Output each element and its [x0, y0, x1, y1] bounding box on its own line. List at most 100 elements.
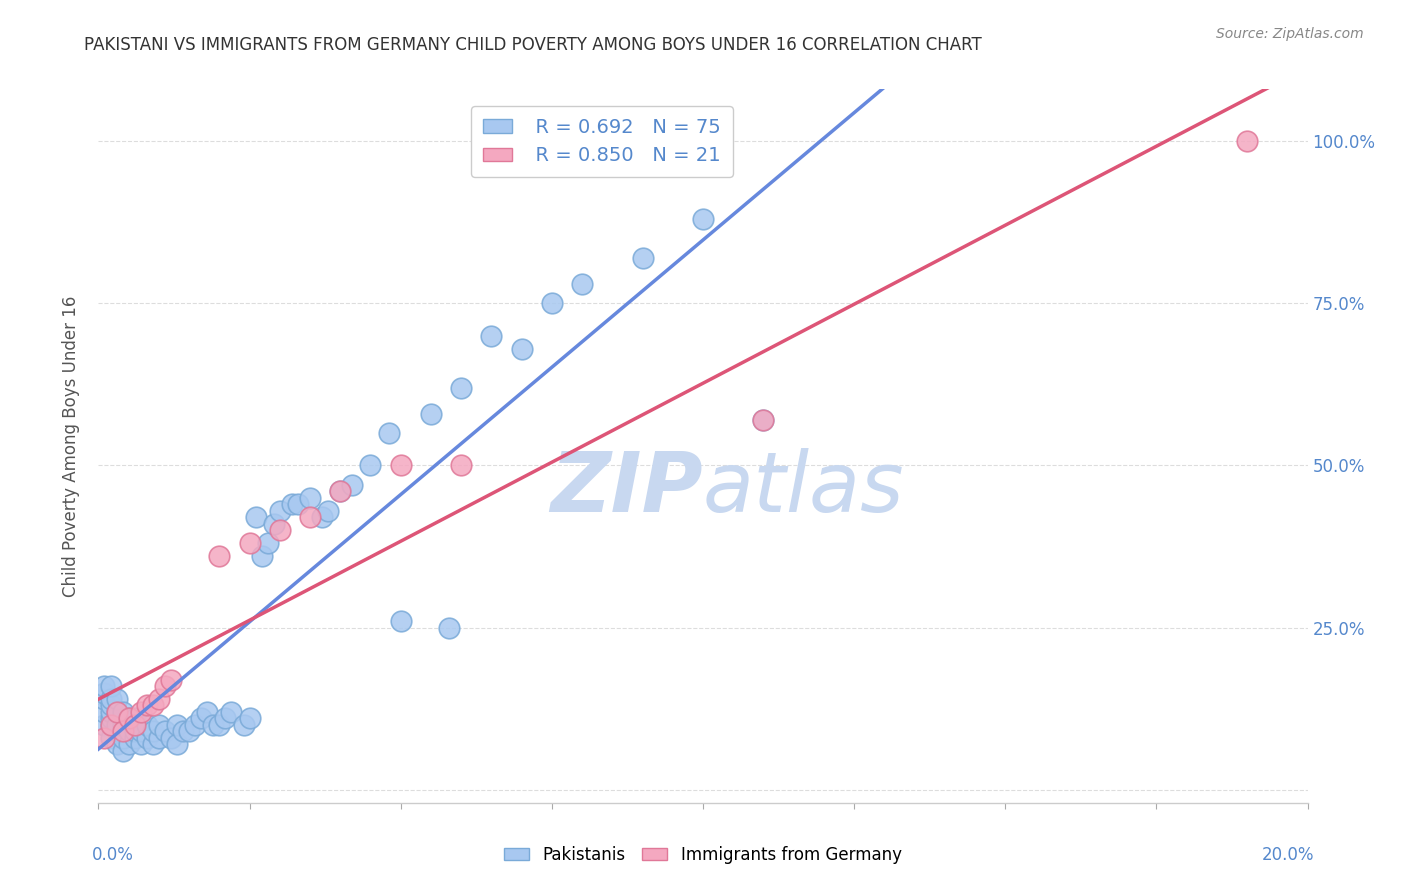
Point [245, 510, 267, 524]
Point [118, 724, 141, 739]
Point [124, 724, 146, 739]
Point [389, 458, 412, 473]
Point [148, 718, 170, 732]
Point [184, 718, 207, 732]
Point [142, 724, 165, 739]
Point [100, 718, 122, 732]
Point [135, 698, 157, 713]
Point [752, 413, 775, 427]
Point [571, 277, 593, 291]
Point [631, 251, 654, 265]
Point [148, 692, 170, 706]
Point [179, 724, 201, 739]
Point [172, 724, 194, 739]
Text: Source: ZipAtlas.com: Source: ZipAtlas.com [1216, 27, 1364, 41]
Point [287, 497, 309, 511]
Point [148, 731, 170, 745]
Point [129, 724, 152, 739]
Point [510, 342, 533, 356]
Point [93, 685, 115, 699]
Point [250, 549, 273, 564]
Legend:   R = 0.692   N = 75,   R = 0.850   N = 21: R = 0.692 N = 75, R = 0.850 N = 21 [471, 106, 733, 178]
Point [105, 705, 128, 719]
Point [105, 724, 128, 739]
Point [208, 718, 231, 732]
Point [129, 738, 152, 752]
Point [256, 536, 278, 550]
Text: ZIP: ZIP [550, 449, 703, 529]
Point [93, 692, 115, 706]
Point [129, 705, 152, 719]
Text: 0.0%: 0.0% [91, 846, 134, 863]
Point [1236, 134, 1258, 148]
Point [214, 711, 236, 725]
Point [311, 510, 333, 524]
Point [135, 731, 157, 745]
Text: 20.0%: 20.0% [1263, 846, 1315, 863]
Point [360, 458, 382, 473]
Point [100, 698, 122, 713]
Text: atlas: atlas [703, 449, 904, 529]
Point [450, 458, 472, 473]
Point [105, 738, 128, 752]
Point [208, 549, 231, 564]
Point [111, 724, 134, 739]
Point [166, 718, 188, 732]
Point [281, 497, 304, 511]
Point [111, 731, 134, 745]
Point [135, 718, 157, 732]
Y-axis label: Child Poverty Among Boys Under 16: Child Poverty Among Boys Under 16 [62, 295, 80, 597]
Point [124, 711, 146, 725]
Point [118, 711, 141, 725]
Point [93, 731, 115, 745]
Point [329, 484, 352, 499]
Point [160, 673, 183, 687]
Point [342, 478, 364, 492]
Point [160, 731, 183, 745]
Point [93, 718, 115, 732]
Point [105, 718, 128, 732]
Point [377, 425, 399, 440]
Point [124, 718, 146, 732]
Point [316, 504, 339, 518]
Point [329, 484, 352, 499]
Point [100, 731, 122, 745]
Point [111, 718, 134, 732]
Point [450, 381, 472, 395]
Point [153, 724, 176, 739]
Point [100, 692, 122, 706]
Point [239, 536, 262, 550]
Point [105, 692, 128, 706]
Point [221, 705, 243, 719]
Point [692, 211, 714, 226]
Point [100, 679, 122, 693]
Point [437, 621, 460, 635]
Point [420, 407, 443, 421]
Point [481, 328, 503, 343]
Point [93, 679, 115, 693]
Point [111, 705, 134, 719]
Point [153, 679, 176, 693]
Point [118, 738, 141, 752]
Point [299, 510, 322, 524]
Point [105, 705, 128, 719]
Point [93, 705, 115, 719]
Point [190, 711, 212, 725]
Point [540, 296, 562, 310]
Point [124, 731, 146, 745]
Point [299, 491, 322, 505]
Point [263, 516, 285, 531]
Point [166, 738, 188, 752]
Point [111, 744, 134, 758]
Point [142, 738, 165, 752]
Point [232, 718, 254, 732]
Legend: Pakistanis, Immigrants from Germany: Pakistanis, Immigrants from Germany [498, 839, 908, 871]
Point [389, 614, 412, 628]
Point [195, 705, 218, 719]
Point [100, 711, 122, 725]
Point [100, 718, 122, 732]
Text: PAKISTANI VS IMMIGRANTS FROM GERMANY CHILD POVERTY AMONG BOYS UNDER 16 CORRELATI: PAKISTANI VS IMMIGRANTS FROM GERMANY CHI… [84, 36, 983, 54]
Point [269, 504, 291, 518]
Point [239, 711, 262, 725]
Point [202, 718, 225, 732]
